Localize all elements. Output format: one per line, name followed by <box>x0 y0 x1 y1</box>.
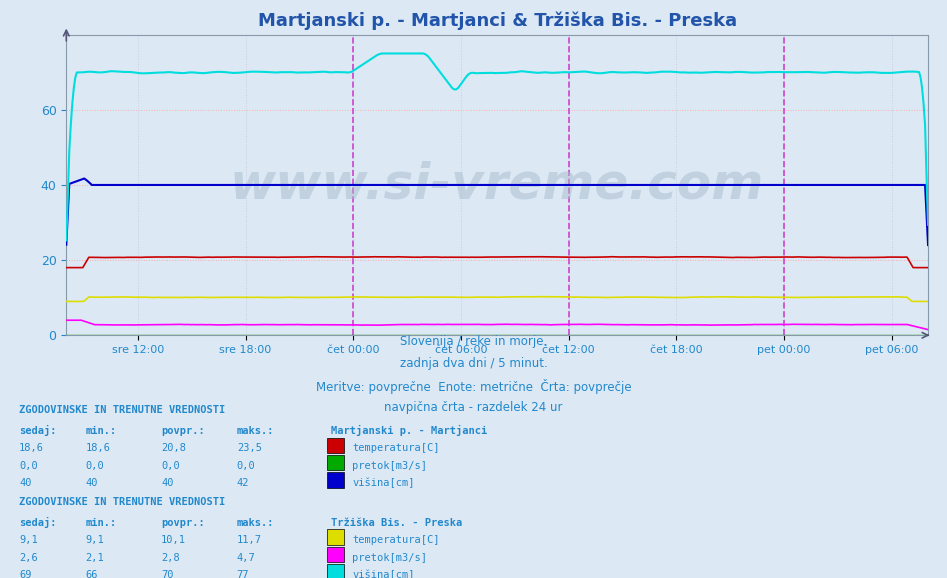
FancyBboxPatch shape <box>327 564 344 578</box>
Text: 2,6: 2,6 <box>19 553 38 562</box>
Text: 2,8: 2,8 <box>161 553 180 562</box>
Text: 20,8: 20,8 <box>161 443 186 453</box>
Text: 69: 69 <box>19 570 31 578</box>
Text: povpr.:: povpr.: <box>161 426 205 436</box>
FancyBboxPatch shape <box>327 472 344 488</box>
Text: 9,1: 9,1 <box>85 535 104 545</box>
Text: povpr.:: povpr.: <box>161 518 205 528</box>
Text: temperatura[C]: temperatura[C] <box>352 535 439 545</box>
Text: min.:: min.: <box>85 426 116 436</box>
Text: navpična črta - razdelek 24 ur: navpična črta - razdelek 24 ur <box>384 401 563 414</box>
Text: pretok[m3/s]: pretok[m3/s] <box>352 461 427 470</box>
Text: Slovenija / reke in morje.: Slovenija / reke in morje. <box>400 335 547 348</box>
Text: Martjanski p. - Martjanci: Martjanski p. - Martjanci <box>331 425 488 436</box>
Text: 0,0: 0,0 <box>19 461 38 470</box>
Text: 40: 40 <box>161 478 173 488</box>
Text: 66: 66 <box>85 570 98 578</box>
Text: 70: 70 <box>161 570 173 578</box>
Text: 23,5: 23,5 <box>237 443 261 453</box>
Text: 40: 40 <box>19 478 31 488</box>
Text: 4,7: 4,7 <box>237 553 256 562</box>
Text: 77: 77 <box>237 570 249 578</box>
Text: višina[cm]: višina[cm] <box>352 477 415 488</box>
Text: min.:: min.: <box>85 518 116 528</box>
Text: 11,7: 11,7 <box>237 535 261 545</box>
Text: temperatura[C]: temperatura[C] <box>352 443 439 453</box>
Text: 0,0: 0,0 <box>85 461 104 470</box>
Title: Martjanski p. - Martjanci & Tržiška Bis. - Preska: Martjanski p. - Martjanci & Tržiška Bis.… <box>258 12 737 31</box>
Text: maks.:: maks.: <box>237 426 275 436</box>
Text: www.si-vreme.com: www.si-vreme.com <box>230 161 764 209</box>
Text: Meritve: povprečne  Enote: metrične  Črta: povprečje: Meritve: povprečne Enote: metrične Črta:… <box>315 379 632 394</box>
Text: ZGODOVINSKE IN TRENUTNE VREDNOSTI: ZGODOVINSKE IN TRENUTNE VREDNOSTI <box>19 497 225 507</box>
Text: 18,6: 18,6 <box>85 443 110 453</box>
FancyBboxPatch shape <box>327 455 344 470</box>
Text: 18,6: 18,6 <box>19 443 44 453</box>
Text: sedaj:: sedaj: <box>19 517 57 528</box>
FancyBboxPatch shape <box>327 438 344 453</box>
Text: ZGODOVINSKE IN TRENUTNE VREDNOSTI: ZGODOVINSKE IN TRENUTNE VREDNOSTI <box>19 405 225 415</box>
Text: 0,0: 0,0 <box>161 461 180 470</box>
Text: Tržiška Bis. - Preska: Tržiška Bis. - Preska <box>331 518 463 528</box>
Text: sedaj:: sedaj: <box>19 425 57 436</box>
FancyBboxPatch shape <box>327 547 344 562</box>
FancyBboxPatch shape <box>327 529 344 545</box>
Text: 40: 40 <box>85 478 98 488</box>
Text: maks.:: maks.: <box>237 518 275 528</box>
Text: 9,1: 9,1 <box>19 535 38 545</box>
Text: zadnja dva dni / 5 minut.: zadnja dva dni / 5 minut. <box>400 357 547 370</box>
Text: pretok[m3/s]: pretok[m3/s] <box>352 553 427 562</box>
Text: 0,0: 0,0 <box>237 461 256 470</box>
Text: višina[cm]: višina[cm] <box>352 569 415 578</box>
Text: 42: 42 <box>237 478 249 488</box>
Text: 10,1: 10,1 <box>161 535 186 545</box>
Text: 2,1: 2,1 <box>85 553 104 562</box>
